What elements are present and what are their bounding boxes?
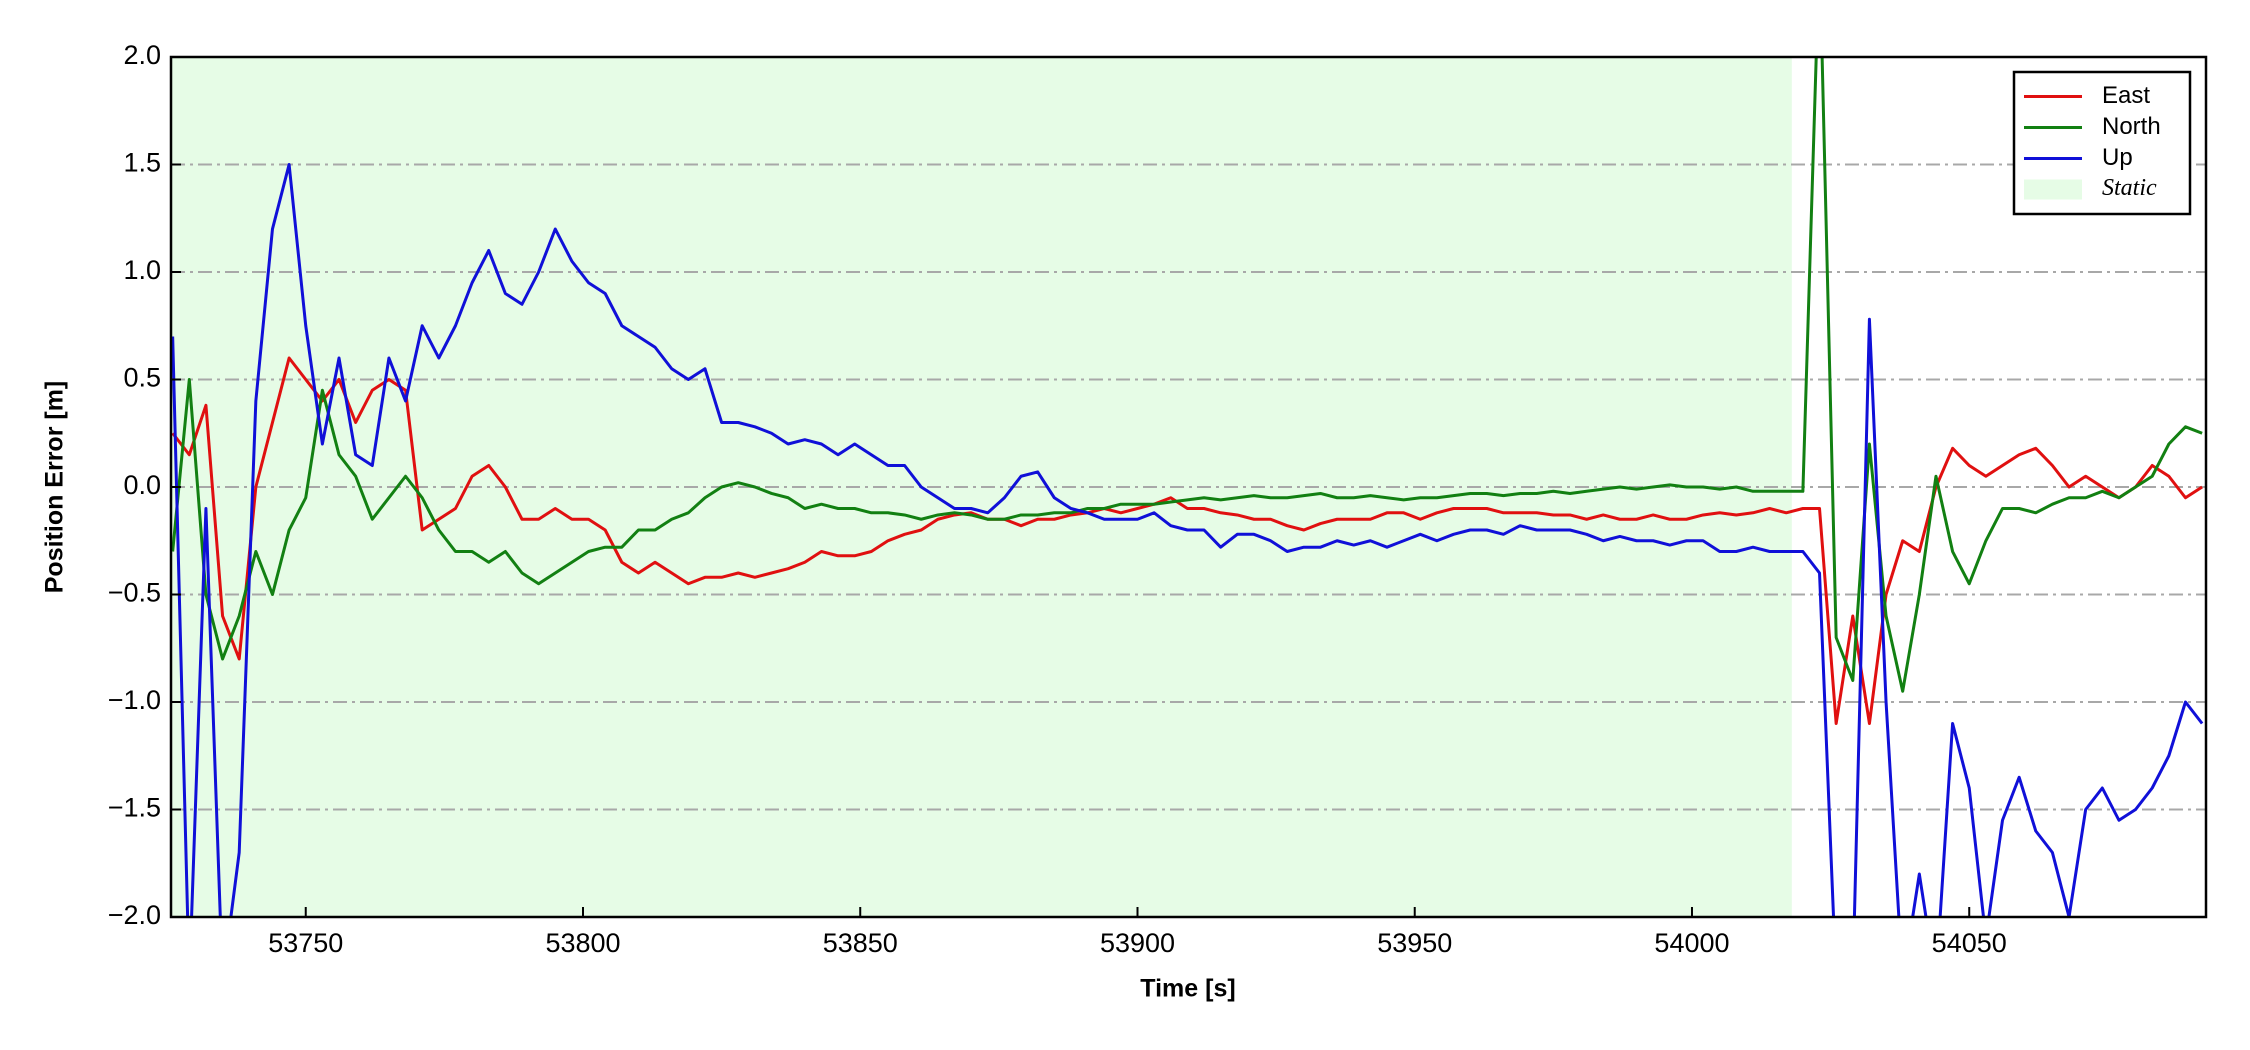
x-tick-label: 53800 xyxy=(545,928,620,958)
series-line xyxy=(171,356,2203,725)
legend: East North Up Static xyxy=(2012,70,2192,216)
plot-frame xyxy=(169,55,2208,919)
y-tick-label: 2.0 xyxy=(123,40,161,70)
x-tick-label: 53950 xyxy=(1377,928,1452,958)
y-axis-label: Position Error [m] xyxy=(41,381,69,594)
legend-label: Up xyxy=(2102,144,2133,171)
y-tick-label: 1.0 xyxy=(123,255,161,285)
series-line xyxy=(171,163,2204,917)
x-tick-label: 53850 xyxy=(823,928,898,958)
y-tick-label: 1.5 xyxy=(123,148,161,178)
legend-label: East xyxy=(2102,82,2150,109)
legend-label: Static xyxy=(2102,175,2157,201)
legend-label: North xyxy=(2102,113,2161,140)
y-tick-label: −1.0 xyxy=(108,685,161,715)
y-tick-label: −0.5 xyxy=(108,578,161,608)
y-tick-label: 0.5 xyxy=(123,363,161,393)
x-axis-label: Time [s] xyxy=(1140,975,1235,1003)
legend-swatch xyxy=(2024,179,2082,200)
x-tick-label: 54000 xyxy=(1654,928,1729,958)
plot-area xyxy=(171,57,2206,917)
y-tick-label: −1.5 xyxy=(108,793,161,823)
x-tick-label: 53900 xyxy=(1100,928,1175,958)
x-tick-label: 53750 xyxy=(268,928,343,958)
y-tick-label: 0.0 xyxy=(123,470,161,500)
x-tick-label: 54050 xyxy=(1932,928,2007,958)
y-tick-label: −2.0 xyxy=(108,900,161,930)
